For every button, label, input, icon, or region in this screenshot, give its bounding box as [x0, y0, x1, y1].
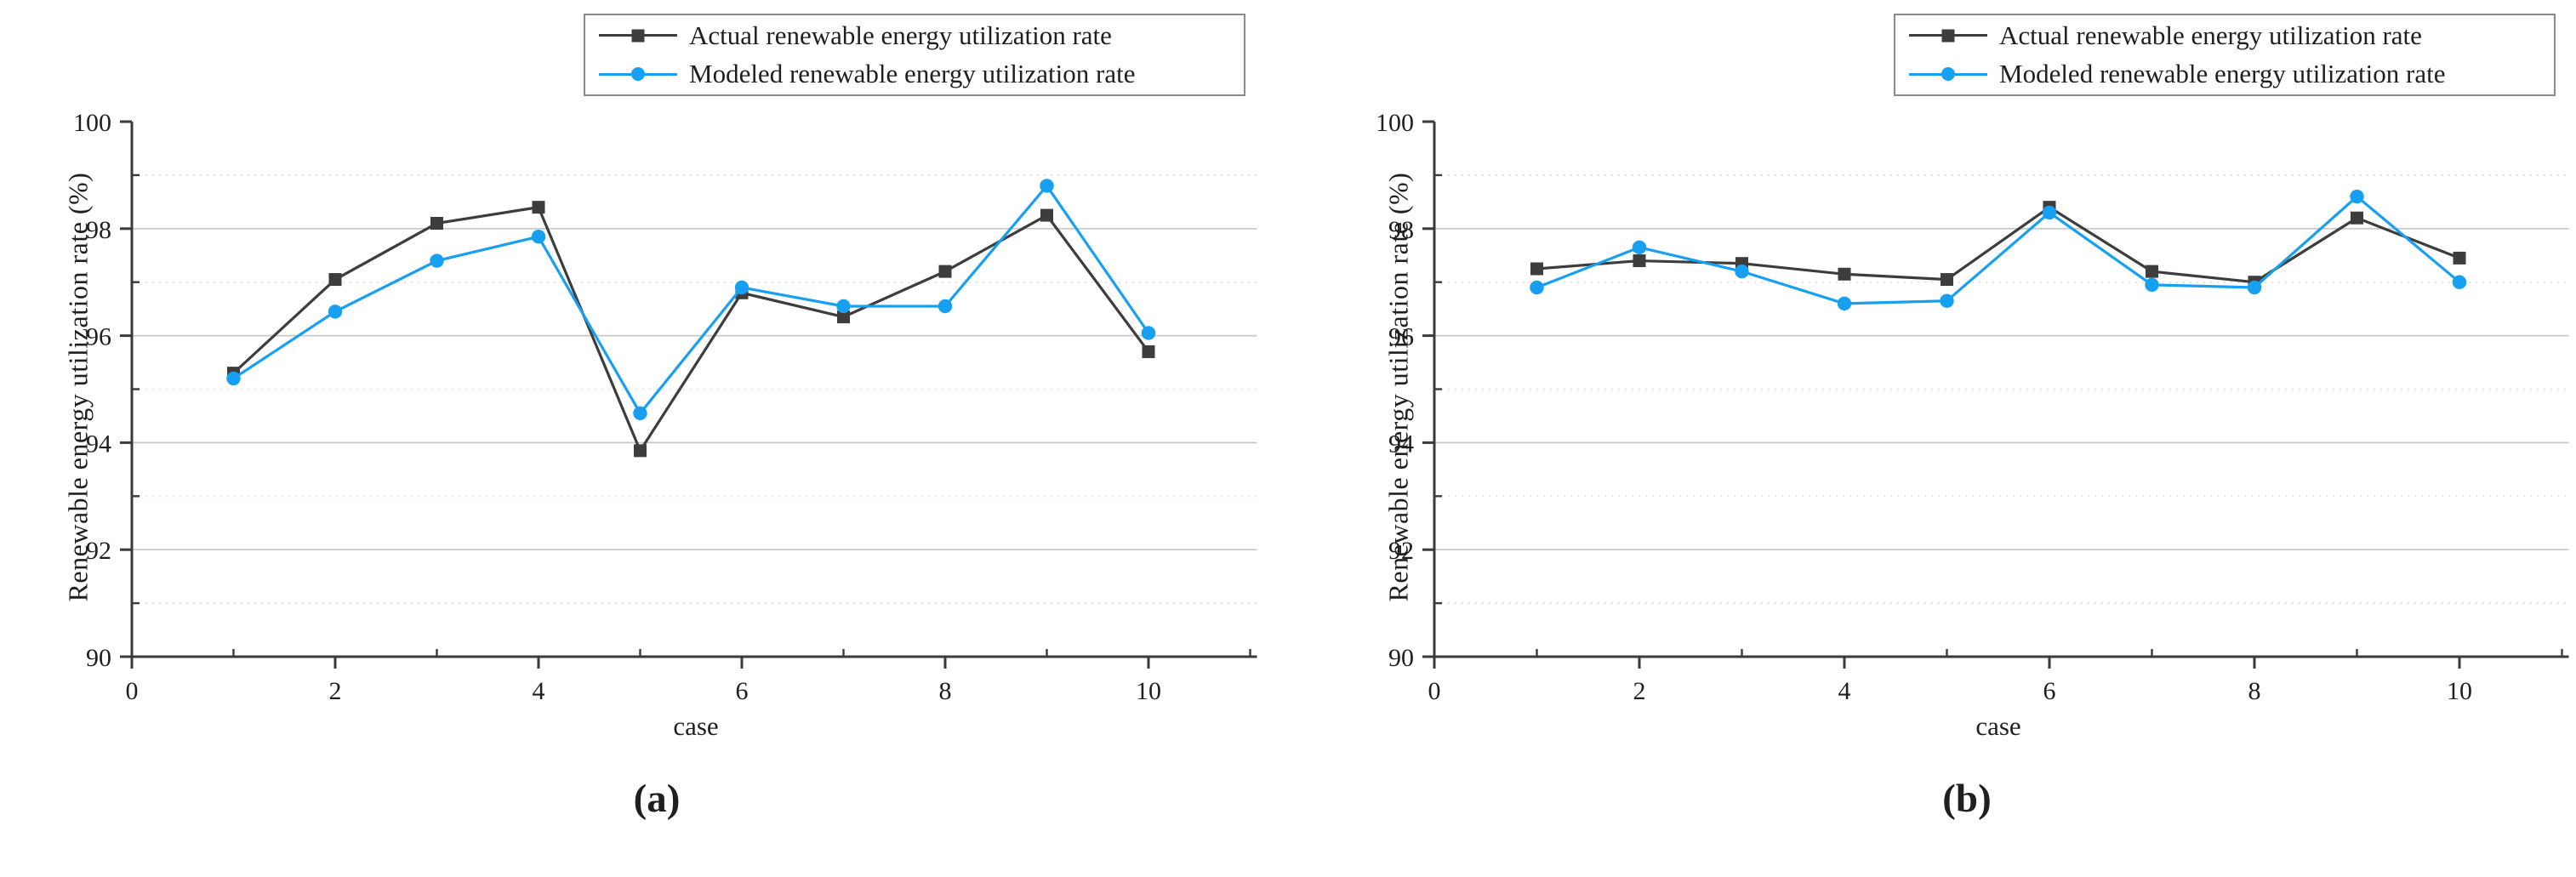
y-tick-label: 92 [1388, 537, 1414, 565]
legend-label-modeled: Modeled renewable energy utilization rat… [689, 59, 1136, 89]
y-tick-label: 96 [1388, 323, 1414, 351]
y-axis-title: Renewable energy utilization rate (%) [1382, 172, 1414, 602]
x-tick-label: 2 [1633, 677, 1646, 705]
data-point-actual [634, 444, 647, 458]
x-tick-label: 10 [2447, 677, 2472, 705]
x-tick-label: 0 [1428, 677, 1441, 705]
x-tick-label: 6 [736, 677, 749, 705]
data-point-actual [1040, 208, 1053, 222]
data-point-modeled [1632, 240, 1647, 255]
line-chart-a: 0 2 4 6 8 10 90 92 94 96 98 100 [73, 109, 1257, 705]
x-tick-label: 8 [939, 677, 952, 705]
y-tick-label: 94 [1388, 430, 1414, 458]
y-tick-label: 96 [86, 323, 111, 351]
y-tick-label: 100 [1376, 109, 1414, 137]
data-point-actual [1838, 267, 1851, 281]
data-point-actual [837, 310, 850, 324]
data-point-modeled [1141, 326, 1156, 340]
x-tick-label: 2 [329, 677, 342, 705]
data-point-modeled [1530, 280, 1544, 295]
legend-label-actual: Actual renewable energy utilization rate [1999, 20, 2422, 50]
circle-marker-icon [1941, 67, 1955, 82]
modeled-series-marker-icon [1909, 61, 1987, 87]
y-tick-label: 100 [73, 109, 111, 137]
actual-series-marker-icon [1909, 23, 1987, 48]
x-axis-title: case [1975, 711, 2021, 741]
data-point-actual [1142, 345, 1155, 358]
data-point-modeled [1837, 296, 1852, 311]
data-point-modeled [2145, 277, 2159, 293]
data-point-actual [2453, 251, 2466, 265]
series-line-actual [232, 206, 1150, 453]
data-point-modeled [633, 406, 647, 421]
data-point-modeled [1735, 264, 1749, 279]
subfigure-label-b: (b) [1942, 777, 1992, 821]
series-line-modeled [1536, 195, 2461, 305]
x-tick-label: 10 [1136, 677, 1161, 705]
data-point-actual [1941, 273, 1953, 287]
data-point-actual [532, 201, 545, 214]
data-point-actual [2146, 265, 2158, 278]
legend-label-modeled: Modeled renewable energy utilization rat… [1999, 59, 2446, 89]
data-point-modeled [836, 299, 851, 314]
data-point-actual [430, 217, 443, 231]
data-point-actual [1633, 254, 1646, 268]
subfigure-label-a: (a) [633, 777, 681, 821]
legend-label-actual: Actual renewable energy utilization rate [689, 20, 1112, 50]
data-point-actual [938, 265, 952, 278]
y-tick-label: 98 [1388, 216, 1414, 244]
square-marker-icon [631, 29, 645, 43]
data-point-modeled [531, 230, 546, 244]
x-tick-label: 4 [533, 677, 545, 705]
square-marker-icon [1941, 29, 1955, 43]
y-tick-label: 90 [1388, 644, 1414, 672]
modeled-series-marker-icon [599, 61, 677, 87]
circle-marker-icon [631, 67, 645, 82]
legend-item-modeled: Modeled renewable energy utilization rat… [585, 55, 1244, 93]
x-tick-label: 6 [2043, 677, 2056, 705]
line-chart-b: 0 2 4 6 8 10 90 92 94 96 98 100 [1376, 109, 2569, 705]
data-point-modeled [2247, 280, 2262, 295]
y-tick-label: 90 [86, 644, 111, 672]
data-point-actual [2351, 211, 2363, 225]
x-tick-label: 8 [2248, 677, 2261, 705]
data-point-actual [1530, 262, 1543, 276]
data-point-actual [328, 273, 342, 287]
chart-panel-b: 0 2 4 6 8 10 90 92 94 96 98 100 Renewable energy ut… [1288, 0, 2576, 877]
data-point-modeled [1040, 179, 1054, 193]
data-point-modeled [938, 299, 953, 314]
data-point-modeled [2350, 189, 2364, 204]
legend: Actual renewable energy utilization rate… [1894, 14, 2556, 96]
data-point-modeled [328, 305, 343, 319]
x-axis-title: case [673, 711, 719, 741]
y-tick-label: 92 [86, 537, 111, 565]
legend-item-actual: Actual renewable energy utilization rate [585, 17, 1244, 54]
series-line-actual [1536, 206, 2460, 284]
data-point-modeled [226, 371, 241, 386]
legend-item-actual: Actual renewable energy utilization rate [1895, 17, 2554, 54]
data-point-modeled [734, 280, 749, 295]
y-axis-title: Renewable energy utilization rate (%) [62, 172, 94, 602]
y-tick-label: 94 [86, 430, 111, 458]
data-point-modeled [1940, 293, 1954, 308]
x-tick-label: 0 [126, 677, 139, 705]
series-line-modeled [232, 184, 1150, 415]
x-tick-label: 4 [1838, 677, 1851, 705]
legend: Actual renewable energy utilization rate… [584, 14, 1245, 96]
y-tick-label: 98 [86, 216, 111, 244]
legend-item-modeled: Modeled renewable energy utilization rat… [1895, 55, 2554, 93]
data-point-modeled [2042, 205, 2057, 220]
actual-series-marker-icon [599, 23, 677, 48]
data-point-modeled [430, 253, 444, 268]
chart-panel-a: 0 2 4 6 8 10 90 92 94 96 98 100 Renewable energy ut… [62, 14, 1257, 821]
data-point-modeled [2452, 275, 2467, 289]
